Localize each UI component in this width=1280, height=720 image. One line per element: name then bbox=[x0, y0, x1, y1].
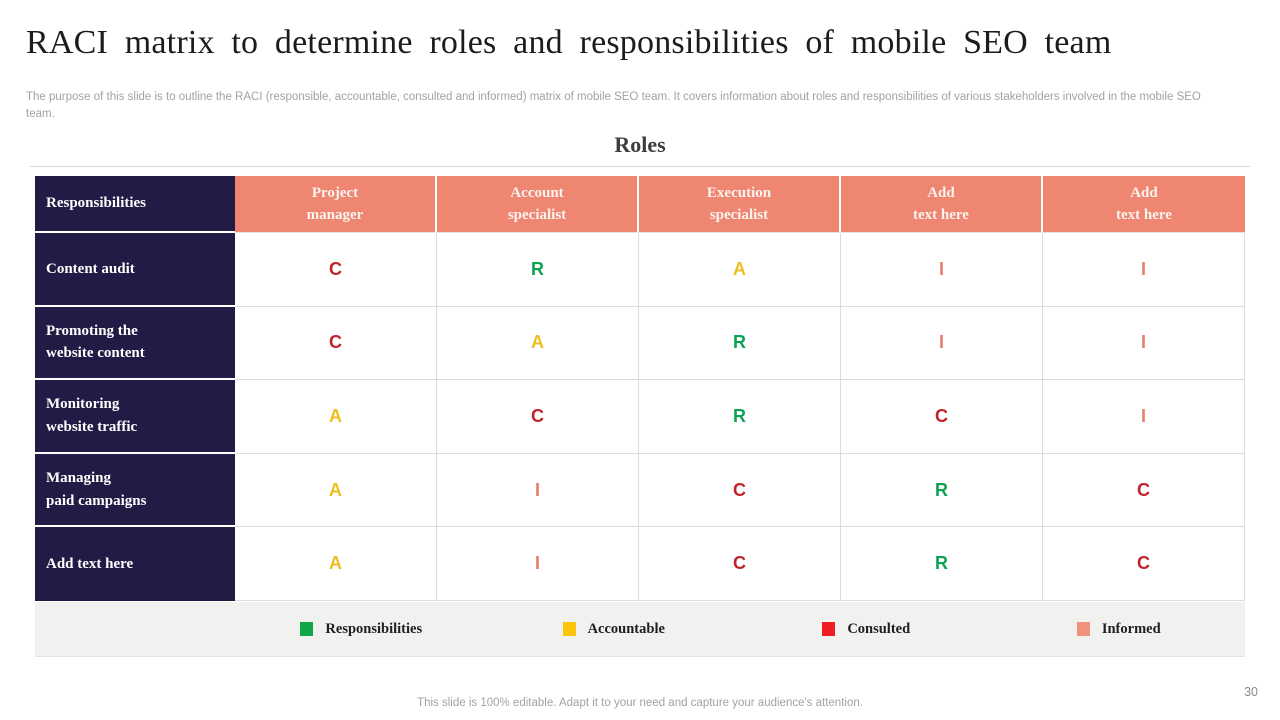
raci-letter: A bbox=[531, 332, 544, 353]
raci-letter: R bbox=[531, 258, 544, 279]
raci-letter: I bbox=[1140, 405, 1146, 426]
raci-cell: R bbox=[639, 306, 841, 381]
raci-cell: C bbox=[235, 306, 437, 381]
raci-letter: I bbox=[1140, 258, 1146, 279]
raci-cell: I bbox=[437, 527, 639, 601]
column-header-add-text-2: Add text here bbox=[1043, 176, 1245, 233]
raci-cell: R bbox=[437, 233, 639, 307]
raci-letter: A bbox=[329, 405, 342, 426]
row-label-promoting-website-content: Promoting the website content bbox=[35, 306, 235, 381]
raci-cell: A bbox=[639, 233, 841, 307]
raci-cell: A bbox=[235, 453, 437, 528]
raci-letter: A bbox=[329, 479, 342, 500]
raci-cell: R bbox=[841, 527, 1043, 601]
raci-letter: C bbox=[1137, 553, 1150, 574]
raci-cell: A bbox=[235, 380, 437, 454]
column-header-account-specialist: Account specialist bbox=[437, 176, 639, 233]
legend-label: Responsibilities bbox=[325, 620, 423, 637]
legend-item-consulted: Consulted bbox=[740, 602, 993, 656]
row-label-add-text-here: Add text here bbox=[35, 527, 235, 601]
corner-header-responsibilities: Responsibilities bbox=[35, 176, 235, 233]
column-header-add-text-1: Add text here bbox=[841, 176, 1043, 233]
raci-cell: C bbox=[437, 380, 639, 454]
raci-cell: C bbox=[235, 233, 437, 307]
legend-swatch-red bbox=[822, 622, 836, 636]
page-number: 30 bbox=[1244, 685, 1258, 699]
raci-letter: I bbox=[938, 332, 944, 353]
legend: Responsibilities Accountable Consulted I… bbox=[35, 602, 1245, 657]
raci-cell: I bbox=[1043, 380, 1245, 454]
column-header-execution-specialist: Execution specialist bbox=[639, 176, 841, 233]
raci-letter: C bbox=[329, 332, 342, 353]
raci-cell: I bbox=[1043, 233, 1245, 307]
legend-item-responsibilities: Responsibilities bbox=[235, 602, 488, 656]
raci-letter: C bbox=[733, 553, 746, 574]
row-label-managing-paid-campaigns: Managing paid campaigns bbox=[35, 453, 235, 528]
raci-letter: I bbox=[534, 553, 540, 574]
legend-swatch-yellow bbox=[562, 622, 576, 636]
raci-cell: C bbox=[1043, 527, 1245, 601]
raci-cell: C bbox=[639, 527, 841, 601]
raci-letter: R bbox=[733, 405, 746, 426]
footer-note: This slide is 100% editable. Adapt it to… bbox=[417, 697, 863, 709]
raci-cell: C bbox=[639, 453, 841, 528]
raci-letter: A bbox=[329, 553, 342, 574]
raci-letter: A bbox=[733, 258, 746, 279]
raci-matrix-table: Responsibilities Project manager Account… bbox=[35, 176, 1245, 601]
page-title: RACI matrix to determine roles and respo… bbox=[26, 24, 1112, 61]
raci-letter: I bbox=[938, 258, 944, 279]
legend-label: Accountable bbox=[587, 620, 665, 637]
raci-cell: A bbox=[437, 306, 639, 381]
legend-swatch-green bbox=[300, 622, 314, 636]
legend-label: Informed bbox=[1101, 620, 1161, 637]
raci-letter: C bbox=[329, 258, 342, 279]
column-header-project-manager: Project manager bbox=[235, 176, 437, 233]
row-label-content-audit: Content audit bbox=[35, 233, 235, 307]
raci-letter: I bbox=[534, 479, 540, 500]
raci-letter: R bbox=[935, 479, 948, 500]
raci-letter: R bbox=[935, 553, 948, 574]
raci-letter: C bbox=[1137, 479, 1150, 500]
legend-swatch-salmon bbox=[1076, 622, 1090, 636]
legend-item-accountable: Accountable bbox=[488, 602, 741, 656]
raci-cell: I bbox=[841, 306, 1043, 381]
legend-item-informed: Informed bbox=[993, 602, 1246, 656]
raci-cell: A bbox=[235, 527, 437, 601]
raci-letter: C bbox=[733, 479, 746, 500]
raci-cell: I bbox=[437, 453, 639, 528]
raci-cell: C bbox=[1043, 453, 1245, 528]
raci-cell: R bbox=[639, 380, 841, 454]
raci-cell: R bbox=[841, 453, 1043, 528]
raci-cell: I bbox=[1043, 306, 1245, 381]
slide-description: The purpose of this slide is to outline … bbox=[26, 91, 1201, 120]
raci-letter: C bbox=[935, 405, 948, 426]
raci-letter: C bbox=[531, 405, 544, 426]
roles-section-title: Roles bbox=[614, 132, 666, 157]
raci-letter: I bbox=[1140, 332, 1146, 353]
divider-line bbox=[30, 166, 1250, 167]
row-label-monitoring-website-traffic: Monitoring website traffic bbox=[35, 380, 235, 454]
legend-label: Consulted bbox=[847, 620, 911, 637]
raci-cell: I bbox=[841, 233, 1043, 307]
raci-cell: C bbox=[841, 380, 1043, 454]
raci-letter: R bbox=[733, 332, 746, 353]
